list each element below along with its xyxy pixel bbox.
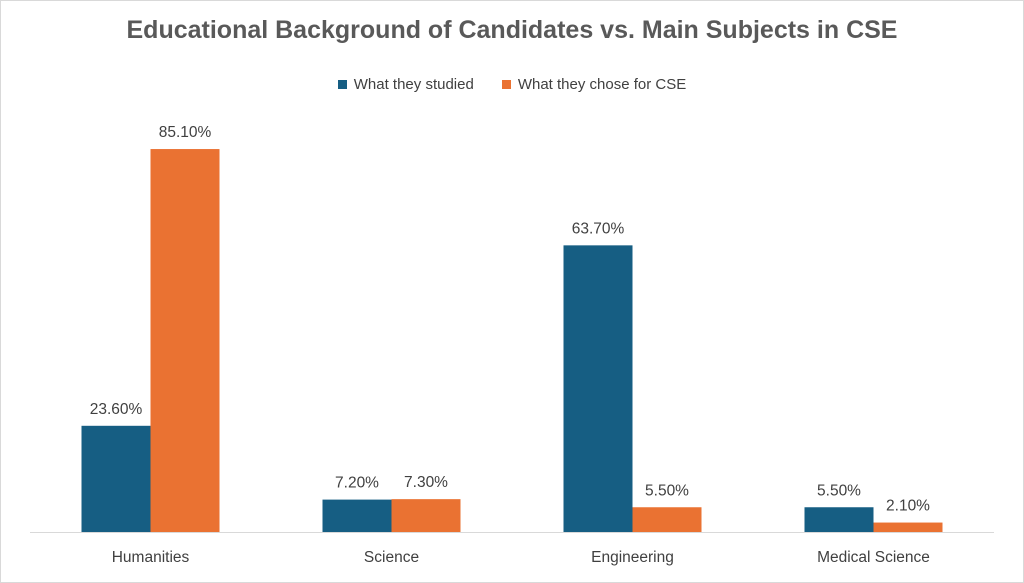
data-label-medical-science-series-1: 2.10% [886, 498, 930, 515]
chart-title: Educational Background of Candidates vs.… [126, 16, 898, 44]
data-label-medical-science-series-0: 5.50% [817, 482, 861, 499]
bar-science-series-1 [391, 499, 461, 532]
bar-humanities-series-1 [150, 149, 220, 533]
category-label-medical-science: Medical Science [817, 549, 930, 566]
data-label-humanities-series-1: 85.10% [159, 124, 212, 141]
data-label-engineering-series-1: 5.50% [645, 482, 689, 499]
bar-engineering-series-1 [632, 507, 702, 532]
legend-label-studied: What they studied [353, 76, 474, 93]
legend-swatch-chose [501, 80, 511, 89]
bar-science-series-0 [322, 499, 392, 532]
legend-swatch-studied [337, 80, 347, 89]
data-label-humanities-series-0: 23.60% [90, 401, 143, 418]
legend-label-chose: What they chose for CSE [517, 76, 687, 93]
category-label-humanities: Humanities [112, 549, 190, 566]
bar-medical-science-series-1 [873, 522, 943, 532]
data-label-engineering-series-0: 63.70% [572, 220, 625, 237]
legend-item-studied: What they studied [337, 76, 474, 93]
legend: What they studied What they chose for CS… [0, 76, 1024, 93]
bar-humanities-series-0 [81, 425, 151, 532]
bar-medical-science-series-0 [804, 507, 874, 532]
data-label-science-series-0: 7.20% [335, 475, 379, 492]
category-label-engineering: Engineering [591, 549, 674, 566]
legend-item-chose: What they chose for CSE [501, 76, 687, 93]
category-label-science: Science [364, 549, 419, 566]
bar-engineering-series-0 [563, 245, 633, 532]
data-label-science-series-1: 7.30% [404, 474, 448, 491]
